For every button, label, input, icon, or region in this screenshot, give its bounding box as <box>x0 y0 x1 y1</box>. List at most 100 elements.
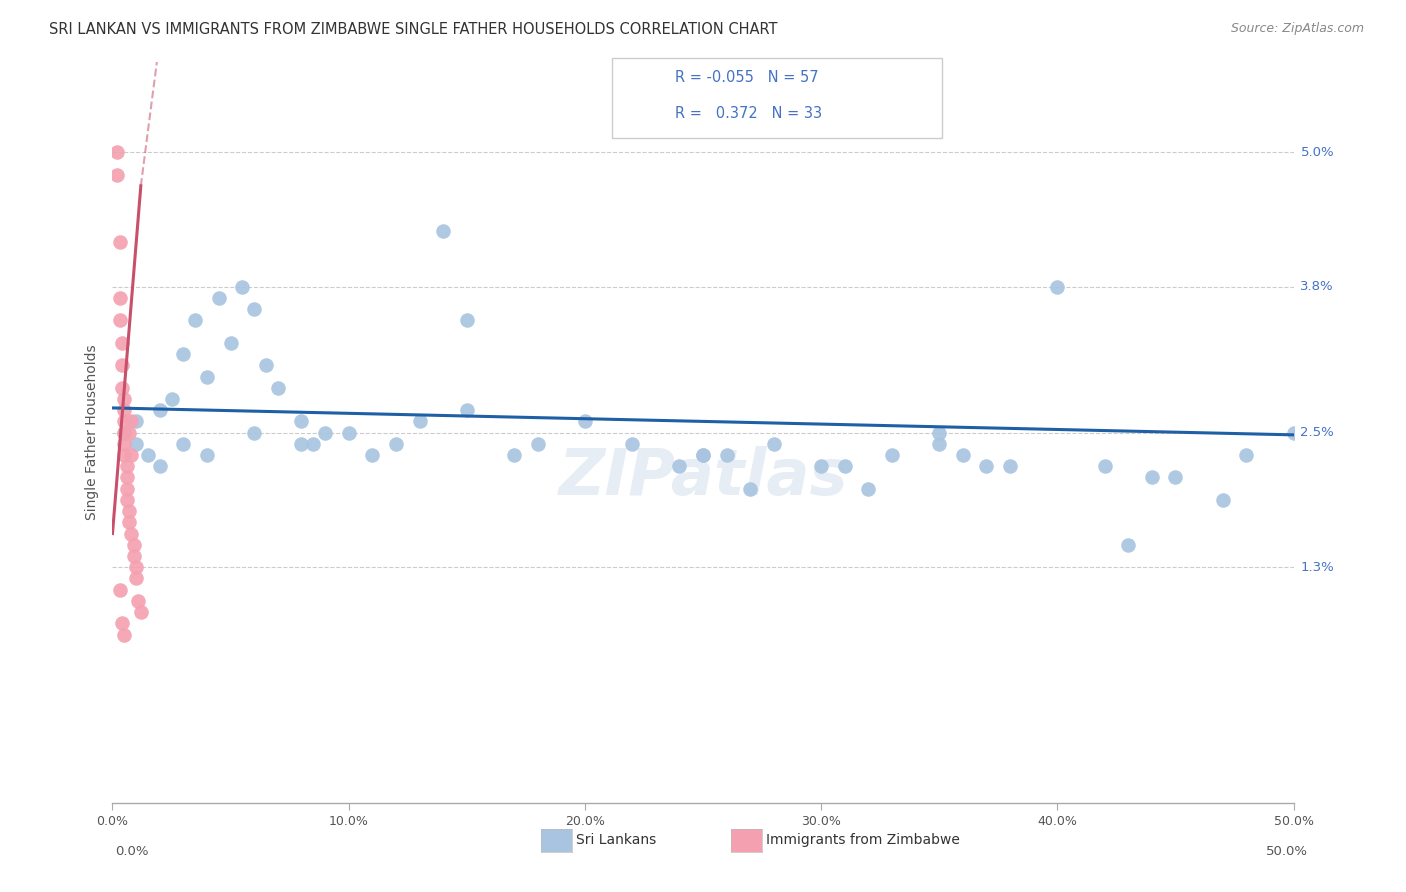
Point <box>998 459 1021 474</box>
Point <box>111 381 134 395</box>
Point <box>111 359 134 373</box>
Point <box>1282 425 1305 440</box>
Point <box>408 414 430 428</box>
Point <box>243 425 266 440</box>
Point <box>526 437 548 451</box>
Text: Sri Lankans: Sri Lankans <box>576 833 657 847</box>
Point <box>858 482 880 496</box>
Y-axis label: Single Father Households: Single Father Households <box>86 345 100 520</box>
Point <box>503 448 526 462</box>
Point <box>125 571 148 585</box>
Point <box>1164 470 1187 484</box>
Point <box>118 516 141 530</box>
Point <box>456 313 478 327</box>
Point <box>112 403 135 417</box>
Point <box>834 459 856 474</box>
Point <box>108 313 131 327</box>
Text: Source: ZipAtlas.com: Source: ZipAtlas.com <box>1230 22 1364 36</box>
Point <box>115 482 138 496</box>
Point <box>254 359 277 373</box>
Point <box>115 470 138 484</box>
Point <box>125 414 148 428</box>
Point <box>125 560 148 574</box>
Point <box>1140 470 1163 484</box>
Point <box>122 538 145 552</box>
Point <box>810 459 832 474</box>
Point <box>267 381 290 395</box>
Point <box>1094 459 1116 474</box>
Point <box>108 582 131 597</box>
Point <box>302 437 325 451</box>
Point <box>1234 448 1257 462</box>
Point <box>160 392 183 406</box>
Point <box>762 437 785 451</box>
Point <box>195 448 218 462</box>
Point <box>105 168 128 182</box>
Point <box>112 425 135 440</box>
Text: 0.0%: 0.0% <box>115 846 149 858</box>
Text: R = -0.055   N = 57: R = -0.055 N = 57 <box>675 70 818 85</box>
Point <box>290 437 312 451</box>
Point <box>432 224 454 238</box>
Text: R =   0.372   N = 33: R = 0.372 N = 33 <box>675 106 823 120</box>
Point <box>136 448 159 462</box>
Point <box>120 414 142 428</box>
Point <box>668 459 690 474</box>
Point <box>692 448 714 462</box>
Point <box>120 526 142 541</box>
Text: SRI LANKAN VS IMMIGRANTS FROM ZIMBABWE SINGLE FATHER HOUSEHOLDS CORRELATION CHAR: SRI LANKAN VS IMMIGRANTS FROM ZIMBABWE S… <box>49 22 778 37</box>
Point <box>105 145 128 160</box>
Point <box>125 437 148 451</box>
Point <box>112 392 135 406</box>
Point <box>195 369 218 384</box>
Point <box>1116 538 1139 552</box>
Point <box>621 437 644 451</box>
Point <box>208 291 231 305</box>
Point <box>108 291 131 305</box>
Point <box>112 627 135 641</box>
Point <box>149 403 172 417</box>
Point <box>108 235 131 249</box>
Point <box>127 594 149 608</box>
Point <box>290 414 312 428</box>
Point <box>111 616 134 631</box>
Text: 2.5%: 2.5% <box>1301 426 1334 439</box>
Point <box>952 448 974 462</box>
Point <box>112 414 135 428</box>
Point <box>337 425 360 440</box>
Point <box>112 437 135 451</box>
Point <box>692 448 714 462</box>
Point <box>314 425 336 440</box>
Text: 50.0%: 50.0% <box>1265 846 1308 858</box>
Point <box>385 437 408 451</box>
Point <box>115 492 138 507</box>
Point <box>456 403 478 417</box>
Point <box>361 448 384 462</box>
Text: 3.8%: 3.8% <box>1301 280 1334 293</box>
Point <box>122 549 145 563</box>
Point <box>716 448 738 462</box>
Text: Immigrants from Zimbabwe: Immigrants from Zimbabwe <box>766 833 960 847</box>
Point <box>118 425 141 440</box>
Point <box>149 459 172 474</box>
Point <box>1046 280 1069 294</box>
Point <box>219 335 242 350</box>
Point <box>172 437 194 451</box>
Point <box>574 414 596 428</box>
Point <box>184 313 207 327</box>
Text: 5.0%: 5.0% <box>1301 145 1334 159</box>
Text: ZIPatlas: ZIPatlas <box>558 446 848 508</box>
Point <box>120 448 142 462</box>
Point <box>172 347 194 361</box>
Point <box>118 504 141 518</box>
Point <box>880 448 903 462</box>
Point <box>1212 492 1234 507</box>
Point <box>976 459 998 474</box>
Point <box>740 482 762 496</box>
Point <box>231 280 253 294</box>
Point <box>243 302 266 317</box>
Point <box>928 425 950 440</box>
Point <box>111 335 134 350</box>
Text: 1.3%: 1.3% <box>1301 561 1334 574</box>
Point <box>115 459 138 474</box>
